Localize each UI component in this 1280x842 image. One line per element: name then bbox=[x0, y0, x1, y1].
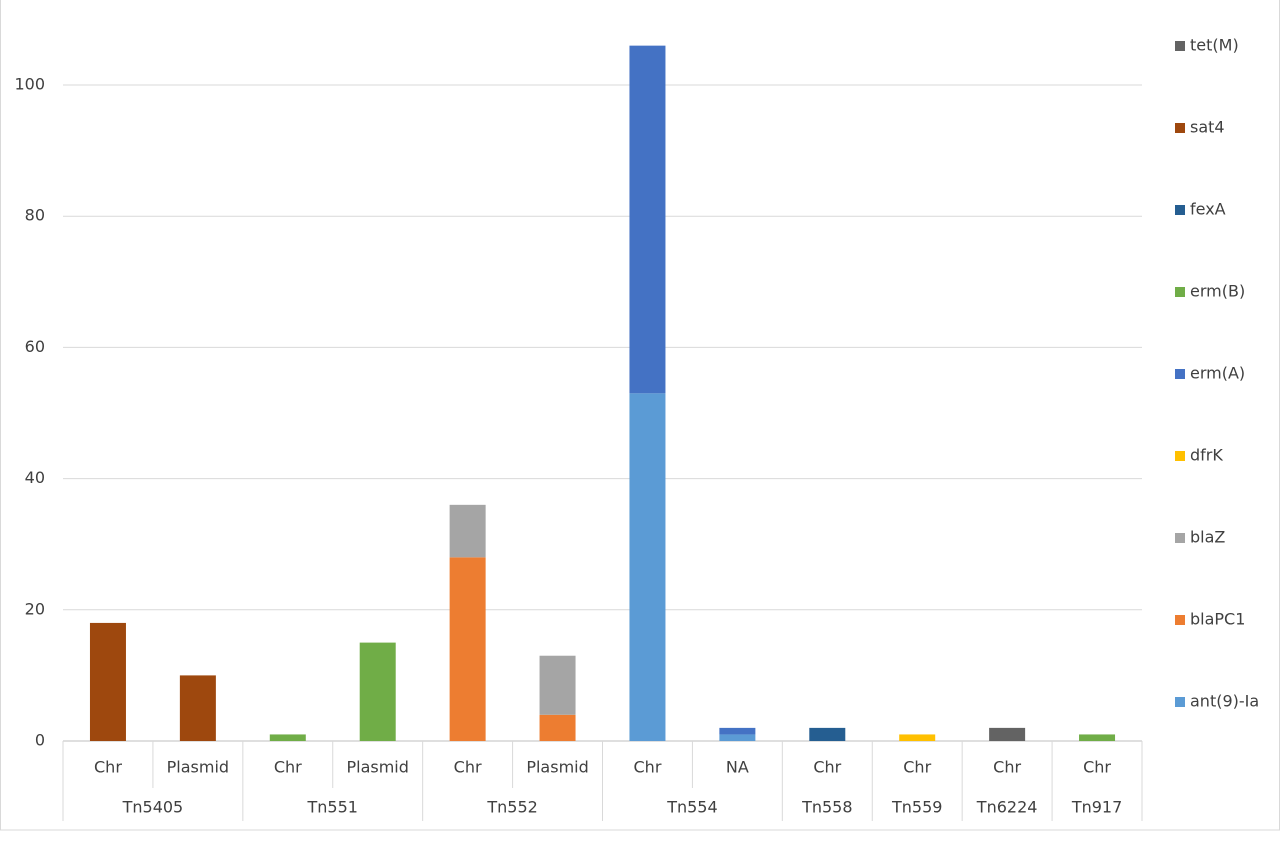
x-tick-label: Chr bbox=[634, 758, 662, 777]
y-tick-label: 20 bbox=[25, 599, 45, 618]
x-tick-label: Plasmid bbox=[167, 758, 229, 777]
legend-label: dfrK bbox=[1190, 446, 1223, 465]
group-label: Tn554 bbox=[666, 798, 717, 817]
bar-segment bbox=[539, 714, 576, 741]
legend-label: blaPC1 bbox=[1190, 610, 1245, 629]
y-tick-label: 60 bbox=[25, 337, 45, 356]
legend-label: sat4 bbox=[1190, 118, 1225, 137]
y-tick-label: 40 bbox=[25, 468, 45, 487]
bar-segment bbox=[359, 642, 396, 741]
bar-segment bbox=[899, 734, 936, 741]
group-label: Tn558 bbox=[801, 798, 852, 817]
group-label: Tn917 bbox=[1071, 798, 1122, 817]
group-label: Tn551 bbox=[307, 798, 358, 817]
bar-segment bbox=[989, 727, 1026, 741]
group-label: Tn559 bbox=[891, 798, 942, 817]
y-tick-label: 0 bbox=[35, 731, 45, 750]
bar-segment bbox=[449, 504, 486, 558]
legend-swatch bbox=[1175, 369, 1185, 379]
legend-swatch bbox=[1175, 451, 1185, 461]
bar-segment bbox=[719, 727, 756, 735]
bar-segment bbox=[449, 557, 486, 741]
y-tick-label: 80 bbox=[25, 206, 45, 225]
x-tick-label: Chr bbox=[94, 758, 122, 777]
bar-segment bbox=[629, 45, 666, 394]
bar-segment bbox=[179, 675, 216, 741]
x-tick-label: Chr bbox=[903, 758, 931, 777]
bar-segment bbox=[809, 727, 846, 741]
legend-swatch bbox=[1175, 123, 1185, 133]
legend-swatch bbox=[1175, 287, 1185, 297]
bar-segment bbox=[1079, 734, 1116, 741]
legend-label: erm(B) bbox=[1190, 282, 1245, 301]
legend-label: ant(9)-Ia bbox=[1190, 692, 1259, 711]
legend-label: erm(A) bbox=[1190, 364, 1245, 383]
legend-swatch bbox=[1175, 533, 1185, 543]
bar-segment bbox=[719, 734, 756, 741]
x-tick-label: Chr bbox=[813, 758, 841, 777]
bar-segment bbox=[629, 393, 666, 741]
group-label: Tn5405 bbox=[122, 798, 184, 817]
x-tick-label: Chr bbox=[454, 758, 482, 777]
legend-swatch bbox=[1175, 697, 1185, 707]
group-label: Tn552 bbox=[486, 798, 537, 817]
bar-segment bbox=[539, 655, 576, 715]
y-tick-label: 100 bbox=[14, 75, 45, 94]
bar-segment bbox=[89, 622, 126, 741]
legend-label: blaZ bbox=[1190, 528, 1225, 547]
x-tick-label: Plasmid bbox=[526, 758, 588, 777]
legend-label: tet(M) bbox=[1190, 36, 1239, 55]
bar-segment bbox=[269, 734, 306, 741]
legend-swatch bbox=[1175, 205, 1185, 215]
legend-label: fexA bbox=[1190, 200, 1226, 219]
x-tick-label: NA bbox=[726, 758, 749, 777]
x-tick-label: Chr bbox=[1083, 758, 1111, 777]
group-label: Tn6224 bbox=[976, 798, 1038, 817]
x-tick-label: Chr bbox=[993, 758, 1021, 777]
x-tick-label: Plasmid bbox=[346, 758, 408, 777]
legend-swatch bbox=[1175, 615, 1185, 625]
x-tick-label: Chr bbox=[274, 758, 302, 777]
legend-swatch bbox=[1175, 41, 1185, 51]
